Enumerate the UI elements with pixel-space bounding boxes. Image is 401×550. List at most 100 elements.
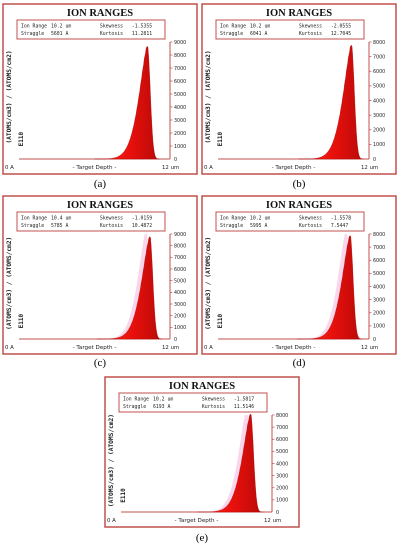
y-tick-label: 3000 bbox=[373, 113, 385, 119]
y-unit-mark: E110 bbox=[18, 314, 25, 329]
ion-distribution-area bbox=[298, 44, 364, 160]
x-tick-label: 0 A bbox=[5, 345, 14, 351]
x-axis-label: - Target Depth - bbox=[73, 345, 117, 351]
y-tick-label: 1000 bbox=[174, 144, 186, 150]
y-axis-label: (ATOMS/cm3) / (ATOMS/cm2) bbox=[205, 237, 212, 330]
y-tick-label: 3000 bbox=[373, 297, 385, 303]
stat-value: 10.4872 bbox=[132, 223, 152, 229]
stat-label: Skewness bbox=[299, 24, 322, 30]
stats-box bbox=[16, 211, 166, 232]
y-tick-label: 3000 bbox=[174, 118, 186, 124]
y-tick-label: 4000 bbox=[373, 98, 385, 104]
y-axis-label: (ATOMS/cm3) / (ATOMS/cm2) bbox=[6, 50, 13, 143]
y-tick-label: 6000 bbox=[174, 267, 186, 273]
chart-panel-e: ION RANGES Ion Range 10.2 um Skewness -1.581… bbox=[104, 376, 300, 548]
x-tick-label: 0 A bbox=[204, 165, 213, 171]
x-tick-label: 12 um bbox=[162, 165, 179, 171]
stat-value: 10.2 um bbox=[250, 24, 270, 30]
chart-title: ION RANGES bbox=[169, 381, 235, 392]
y-tick-label: 7000 bbox=[373, 54, 385, 60]
y-tick-label: 7000 bbox=[174, 255, 186, 261]
chart-panel-a: ION RANGES Ion Range 10.2 um Skewness -1.535… bbox=[2, 3, 198, 193]
chart-caption: (e) bbox=[195, 532, 209, 544]
stat-value: 6041 A bbox=[250, 31, 267, 37]
y-tick-label: 7000 bbox=[174, 66, 186, 72]
y-tick-label: 8000 bbox=[174, 53, 186, 59]
stat-value: -1.0159 bbox=[132, 216, 152, 222]
y-tick-label: 8000 bbox=[174, 243, 186, 249]
y-tick-label: 1000 bbox=[373, 142, 385, 148]
y-tick-label: 8000 bbox=[373, 40, 385, 46]
x-tick-label: 12 um bbox=[361, 165, 378, 171]
stat-label: Skewness bbox=[100, 24, 123, 30]
stat-value: -1.5578 bbox=[331, 216, 351, 222]
y-unit-mark: E110 bbox=[217, 131, 224, 146]
y-tick-label: 0 bbox=[174, 157, 177, 163]
ion-distribution-area bbox=[96, 236, 162, 340]
stat-value: 7.5447 bbox=[331, 223, 348, 229]
y-axis-label: (ATOMS/cm3) / (ATOMS/cm2) bbox=[205, 50, 212, 143]
stat-label: Skewness bbox=[202, 397, 225, 403]
stat-label: Straggle bbox=[21, 31, 44, 37]
chart-caption: (b) bbox=[292, 178, 306, 190]
y-tick-label: 4000 bbox=[174, 290, 186, 296]
chart-caption: (c) bbox=[93, 357, 107, 369]
stat-label: Skewness bbox=[299, 216, 322, 222]
ion-distribution-area bbox=[197, 413, 263, 513]
stat-label: Straggle bbox=[123, 404, 146, 410]
y-tick-label: 6000 bbox=[373, 69, 385, 75]
y-tick-label: 0 bbox=[373, 157, 376, 163]
y-tick-label: 5000 bbox=[174, 92, 186, 98]
x-axis-label: - Target Depth - bbox=[272, 165, 316, 171]
stat-label: Straggle bbox=[21, 223, 44, 229]
y-tick-label: 6000 bbox=[373, 258, 385, 264]
stat-label: Kurtosis bbox=[299, 223, 322, 229]
stat-value: 12.7045 bbox=[331, 31, 351, 37]
chart-panel-c: ION RANGES Ion Range 10.4 um Skewness -1.015… bbox=[2, 195, 198, 375]
stat-label: Straggle bbox=[220, 31, 243, 37]
chart-caption: (a) bbox=[93, 178, 107, 190]
y-tick-label: 8000 bbox=[276, 413, 288, 419]
ion-range-chart: ION RANGES Ion Range 10.4 um Skewness -1.015… bbox=[2, 195, 198, 355]
stats-box bbox=[16, 19, 166, 40]
y-tick-label: 0 bbox=[373, 337, 376, 343]
y-unit-mark: E110 bbox=[217, 314, 224, 329]
x-axis-label: - Target Depth - bbox=[272, 345, 316, 351]
stat-value: -1.5355 bbox=[132, 24, 152, 30]
stat-label: Ion Range bbox=[220, 24, 246, 30]
x-tick-label: 0 A bbox=[107, 518, 116, 524]
stat-label: Kurtosis bbox=[202, 404, 225, 410]
chart-panel-d: ION RANGES Ion Range 10.2 um Skewness -1.557… bbox=[201, 195, 397, 375]
y-tick-label: 5000 bbox=[373, 84, 385, 90]
y-unit-mark: E110 bbox=[120, 488, 127, 503]
x-tick-label: 12 um bbox=[264, 518, 281, 524]
y-tick-label: 3000 bbox=[174, 302, 186, 308]
stat-value: 6193 A bbox=[153, 404, 170, 410]
y-unit-mark: E110 bbox=[18, 131, 25, 146]
x-axis-label: - Target Depth - bbox=[175, 518, 219, 524]
y-tick-label: 2000 bbox=[373, 311, 385, 317]
stat-value: 10.2 um bbox=[153, 397, 173, 403]
stat-label: Skewness bbox=[100, 216, 123, 222]
ion-range-chart: ION RANGES Ion Range 10.2 um Skewness -1.557… bbox=[201, 195, 397, 355]
y-axis-label: (ATOMS/cm3) / (ATOMS/cm2) bbox=[108, 414, 115, 507]
chart-title: ION RANGES bbox=[67, 8, 133, 19]
stats-box bbox=[215, 19, 365, 40]
y-tick-label: 3000 bbox=[276, 473, 288, 479]
y-tick-label: 9000 bbox=[174, 40, 186, 46]
chart-caption: (d) bbox=[292, 357, 306, 369]
ion-distribution-area bbox=[297, 235, 363, 340]
x-tick-label: 12 um bbox=[361, 345, 378, 351]
y-tick-label: 4000 bbox=[373, 284, 385, 290]
chart-title: ION RANGES bbox=[266, 200, 332, 211]
x-tick-label: 0 A bbox=[5, 165, 14, 171]
chart-title: ION RANGES bbox=[67, 200, 133, 211]
y-tick-label: 2000 bbox=[373, 128, 385, 134]
y-tick-label: 2000 bbox=[276, 486, 288, 492]
stat-value: -1.5817 bbox=[234, 397, 254, 403]
stats-box bbox=[215, 211, 365, 232]
stat-value: 10.2 um bbox=[51, 24, 71, 30]
y-tick-label: 6000 bbox=[174, 79, 186, 85]
stat-value: 5785 A bbox=[51, 223, 68, 229]
y-tick-label: 4000 bbox=[276, 461, 288, 467]
